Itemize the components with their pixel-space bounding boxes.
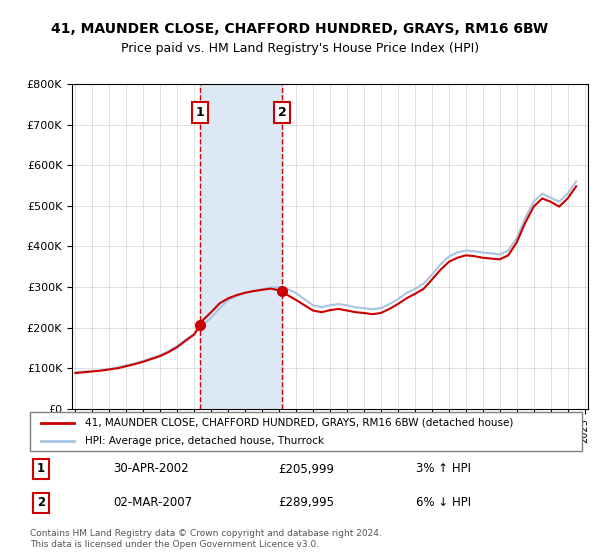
Bar bbox=[200, 84, 282, 409]
Text: 6% ↓ HPI: 6% ↓ HPI bbox=[416, 496, 472, 509]
Text: 1: 1 bbox=[37, 463, 45, 475]
Text: £205,999: £205,999 bbox=[278, 463, 334, 475]
Text: 3% ↑ HPI: 3% ↑ HPI bbox=[416, 463, 472, 475]
Text: 1: 1 bbox=[196, 106, 204, 119]
Text: 41, MAUNDER CLOSE, CHAFFORD HUNDRED, GRAYS, RM16 6BW: 41, MAUNDER CLOSE, CHAFFORD HUNDRED, GRA… bbox=[52, 22, 548, 36]
Text: 30-APR-2002: 30-APR-2002 bbox=[113, 463, 188, 475]
Text: Price paid vs. HM Land Registry's House Price Index (HPI): Price paid vs. HM Land Registry's House … bbox=[121, 42, 479, 55]
Text: 02-MAR-2007: 02-MAR-2007 bbox=[113, 496, 192, 509]
Text: 2: 2 bbox=[37, 496, 45, 509]
Text: £289,995: £289,995 bbox=[278, 496, 334, 509]
Text: Contains HM Land Registry data © Crown copyright and database right 2024.
This d: Contains HM Land Registry data © Crown c… bbox=[30, 529, 382, 549]
Text: HPI: Average price, detached house, Thurrock: HPI: Average price, detached house, Thur… bbox=[85, 436, 324, 446]
FancyBboxPatch shape bbox=[30, 412, 582, 451]
Text: 2: 2 bbox=[278, 106, 286, 119]
Text: 41, MAUNDER CLOSE, CHAFFORD HUNDRED, GRAYS, RM16 6BW (detached house): 41, MAUNDER CLOSE, CHAFFORD HUNDRED, GRA… bbox=[85, 418, 514, 428]
